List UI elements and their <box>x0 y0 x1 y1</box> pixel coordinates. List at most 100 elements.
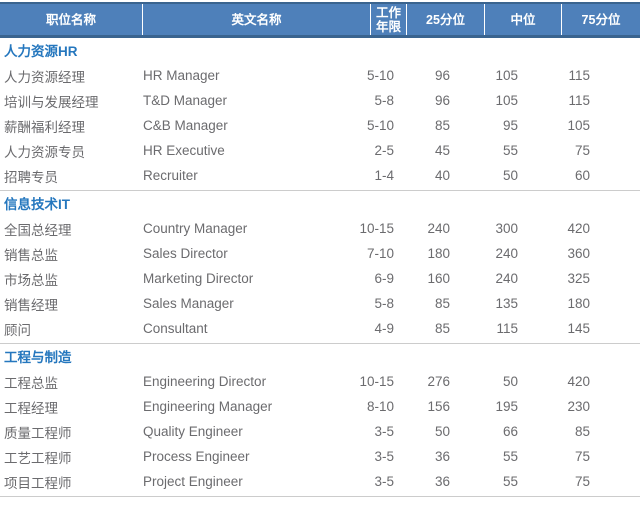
table-row: 质量工程师 Quality Engineer 3-5 50 66 85 <box>0 419 640 444</box>
cell-work-years: 1-4 <box>374 168 394 183</box>
table-header-row: 职位名称 英文名称 工作年限 25分位 中位 75分位 <box>0 2 640 38</box>
cell-25th-percentile: 96 <box>434 68 450 83</box>
cell-25th-percentile: 40 <box>434 168 450 183</box>
cell-75th-percentile: 105 <box>567 118 590 133</box>
cell-25th-percentile: 50 <box>434 424 450 439</box>
cell-25th-percentile: 160 <box>427 271 450 286</box>
table-row: 工艺工程师 Process Engineer 3-5 36 55 75 <box>0 444 640 469</box>
cell-75th-percentile: 145 <box>567 321 590 336</box>
cell-work-years: 10-15 <box>359 221 394 236</box>
table-row: 人力资源专员 HR Executive 2-5 45 55 75 <box>0 138 640 163</box>
cell-75th-percentile: 325 <box>567 271 590 286</box>
cell-english-name: Quality Engineer <box>143 424 243 439</box>
cell-median: 95 <box>502 118 518 133</box>
cell-position-name: 人力资源经理 <box>4 69 85 85</box>
cell-25th-percentile: 276 <box>427 374 450 389</box>
cell-median: 240 <box>495 271 518 286</box>
table-row: 工程总监 Engineering Director 10-15 276 50 4… <box>0 369 640 394</box>
table-row: 全国总经理 Country Manager 10-15 240 300 420 <box>0 216 640 241</box>
cell-75th-percentile: 75 <box>574 474 590 489</box>
cell-work-years: 3-5 <box>374 449 394 464</box>
cell-median: 195 <box>495 399 518 414</box>
cell-median: 55 <box>502 143 518 158</box>
cell-work-years: 5-8 <box>374 296 394 311</box>
cell-position-name: 人力资源专员 <box>4 144 85 160</box>
cell-position-name: 销售总监 <box>4 247 58 263</box>
cell-position-name: 培训与发展经理 <box>4 94 99 110</box>
cell-75th-percentile: 420 <box>567 374 590 389</box>
column-header-english-name: 英文名称 <box>142 4 370 35</box>
cell-english-name: Recruiter <box>143 168 198 183</box>
cell-english-name: Country Manager <box>143 221 248 236</box>
cell-english-name: HR Executive <box>143 143 225 158</box>
cell-english-name: HR Manager <box>143 68 220 83</box>
cell-english-name: T&D Manager <box>143 93 228 108</box>
cell-75th-percentile: 115 <box>568 68 590 83</box>
column-header-position-name: 职位名称 <box>45 12 96 27</box>
table-row: 项目工程师 Project Engineer 3-5 36 55 75 <box>0 469 640 494</box>
cell-work-years: 3-5 <box>374 474 394 489</box>
table-row: 人力资源经理 HR Manager 5-10 96 105 115 <box>0 63 640 88</box>
cell-position-name: 市场总监 <box>4 272 58 288</box>
cell-median: 50 <box>502 168 518 183</box>
cell-work-years: 7-10 <box>366 246 394 261</box>
cell-median: 135 <box>495 296 518 311</box>
cell-25th-percentile: 36 <box>434 449 450 464</box>
cell-english-name: Sales Manager <box>143 296 234 311</box>
cell-25th-percentile: 156 <box>427 399 450 414</box>
table-row: 培训与发展经理 T&D Manager 5-8 96 105 115 <box>0 88 640 113</box>
column-header-75th-percentile: 75分位 <box>561 4 640 35</box>
column-header-median: 中位 <box>484 4 561 35</box>
cell-english-name: Process Engineer <box>143 449 250 464</box>
cell-work-years: 5-10 <box>366 118 394 133</box>
table-row: 工程经理 Engineering Manager 8-10 156 195 23… <box>0 394 640 419</box>
section-information-technology: 信息技术IT 全国总经理 Country Manager 10-15 240 3… <box>0 191 640 344</box>
cell-median: 240 <box>495 246 518 261</box>
cell-median: 115 <box>496 321 518 336</box>
cell-position-name: 质量工程师 <box>4 425 72 441</box>
cell-work-years: 5-8 <box>374 93 394 108</box>
section-engineering-manufacturing: 工程与制造 工程总监 Engineering Director 10-15 27… <box>0 344 640 497</box>
cell-75th-percentile: 115 <box>568 93 590 108</box>
table-row: 销售经理 Sales Manager 5-8 85 135 180 <box>0 291 640 316</box>
cell-position-name: 销售经理 <box>4 297 58 313</box>
cell-position-name: 工艺工程师 <box>4 450 72 466</box>
table-row: 顾问 Consultant 4-9 85 115 145 <box>0 316 640 341</box>
section-human-resources: 人力资源HR 人力资源经理 HR Manager 5-10 96 105 115… <box>0 38 640 191</box>
cell-75th-percentile: 360 <box>567 246 590 261</box>
cell-position-name: 工程总监 <box>4 375 58 391</box>
cell-work-years: 2-5 <box>374 143 394 158</box>
cell-english-name: Sales Director <box>143 246 228 261</box>
cell-english-name: C&B Manager <box>143 118 228 133</box>
cell-25th-percentile: 240 <box>427 221 450 236</box>
cell-75th-percentile: 85 <box>574 424 590 439</box>
cell-25th-percentile: 45 <box>434 143 450 158</box>
cell-work-years: 10-15 <box>359 374 394 389</box>
cell-median: 105 <box>495 93 518 108</box>
cell-position-name: 顾问 <box>4 322 31 338</box>
cell-work-years: 6-9 <box>374 271 394 286</box>
cell-median: 55 <box>502 449 518 464</box>
column-header-25th-percentile: 25分位 <box>406 4 484 35</box>
table-row: 招聘专员 Recruiter 1-4 40 50 60 <box>0 163 640 188</box>
table-row: 销售总监 Sales Director 7-10 180 240 360 <box>0 241 640 266</box>
cell-75th-percentile: 60 <box>574 168 590 183</box>
cell-median: 66 <box>502 424 518 439</box>
column-header-work-years: 工作年限 <box>370 4 406 35</box>
cell-25th-percentile: 36 <box>434 474 450 489</box>
cell-work-years: 8-10 <box>366 399 394 414</box>
cell-english-name: Consultant <box>143 321 208 336</box>
cell-position-name: 招聘专员 <box>4 169 58 185</box>
cell-english-name: Project Engineer <box>143 474 243 489</box>
cell-75th-percentile: 75 <box>574 449 590 464</box>
cell-75th-percentile: 230 <box>567 399 590 414</box>
cell-median: 105 <box>495 68 518 83</box>
cell-25th-percentile: 96 <box>434 93 450 108</box>
cell-english-name: Marketing Director <box>143 271 254 286</box>
cell-work-years: 5-10 <box>366 68 394 83</box>
section-title: 人力资源HR <box>4 44 78 59</box>
section-title: 工程与制造 <box>4 350 72 365</box>
table-row: 薪酬福利经理 C&B Manager 5-10 85 95 105 <box>0 113 640 138</box>
cell-median: 300 <box>495 221 518 236</box>
